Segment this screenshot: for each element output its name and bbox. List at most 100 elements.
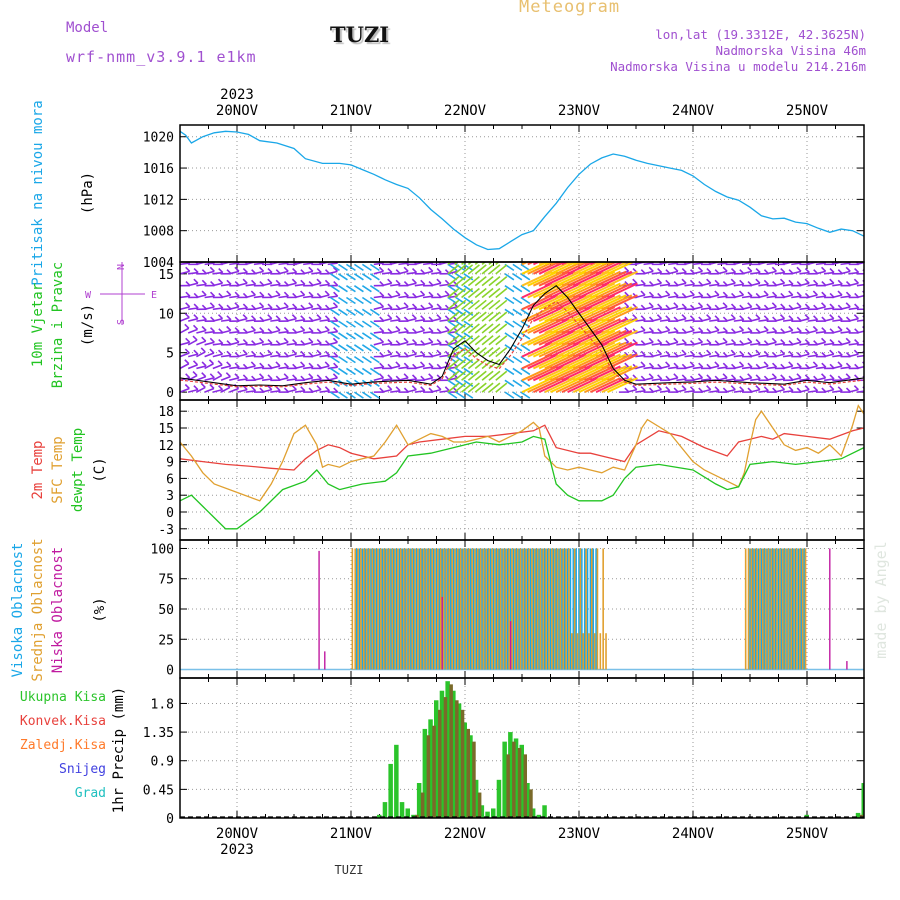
top-day-label: 21NOV [330, 103, 373, 119]
wind-arrow [635, 283, 646, 287]
precip-bar-total [462, 722, 467, 818]
wind-arrow-head [300, 350, 306, 356]
wind-arrow [495, 276, 508, 287]
wind-arrow-head [226, 315, 232, 321]
wind-arrow [245, 319, 256, 322]
wind-arrow [807, 319, 818, 322]
wind-arrow [495, 358, 508, 370]
wind-arrow [261, 388, 272, 393]
wind-arrow [725, 317, 736, 322]
wind-arrow [520, 263, 531, 272]
wind-arrow-head [813, 279, 819, 285]
wind-arrow [595, 341, 627, 358]
wind-arrow-head [395, 361, 401, 367]
wind-arrow [527, 318, 559, 334]
wind-arrow [684, 294, 695, 299]
wind-arrow [253, 306, 264, 311]
wind-arrow [381, 353, 392, 358]
wind-arrow [700, 353, 711, 358]
wind-arrow [684, 319, 695, 322]
wind-arrow-head [242, 314, 248, 320]
wind-arrow [406, 342, 417, 346]
wind-arrow-head [665, 386, 671, 392]
wind-arrow-head [747, 362, 753, 368]
wind-arrow [229, 330, 240, 334]
wind-arrow [567, 329, 599, 346]
wind-arrow [237, 388, 248, 393]
wind-arrow-head [739, 350, 745, 356]
wind-arrow-head [813, 315, 819, 321]
wind-arrow-head [308, 266, 314, 272]
wind-arrow [245, 294, 256, 299]
wind-arrow [228, 387, 239, 393]
wind-arrow [467, 370, 480, 381]
wind-arrow [196, 386, 206, 393]
wind-arrow [532, 294, 564, 311]
wind-arrow [422, 295, 434, 299]
wind-arrow [373, 330, 384, 334]
wind-arrow-head [283, 266, 289, 272]
cloud-tick-label: 50 [158, 603, 174, 618]
wind-arrow [481, 264, 494, 275]
wind-arrow [717, 306, 728, 311]
precip-legend-4: Grad [75, 786, 106, 801]
wind-arrow-head [316, 338, 322, 345]
wind-arrow-head [656, 278, 662, 284]
wind-arrow [782, 390, 794, 393]
wind-arrow [544, 318, 576, 334]
wind-arrow [381, 282, 392, 287]
wind-arrow-head [411, 303, 418, 309]
wind-arrow [601, 377, 633, 394]
wind-arrow [286, 317, 297, 322]
wind-arrow [840, 330, 851, 334]
wind-arrow [406, 388, 417, 393]
wind-arrow-head [681, 314, 687, 320]
wind-arrow-head [411, 349, 417, 355]
wind-arrow-head [854, 338, 860, 345]
wind-arrow [520, 391, 531, 399]
wind-arrow-head [395, 279, 401, 285]
wind-arrow [589, 294, 621, 311]
wind-arrow [196, 375, 207, 382]
precip-bar-total [473, 779, 479, 818]
wind-arrow [245, 390, 256, 393]
wind-arrow [856, 390, 864, 393]
wind-arrow [454, 347, 467, 358]
wind-arrow [815, 270, 826, 275]
wind-arrow-head [453, 316, 459, 322]
bottom-year-label: 2023 [220, 842, 254, 858]
wind-arrow [601, 329, 633, 346]
wind-arrow [799, 317, 810, 322]
cloud-ylabel-high: Visoka Oblacnost [10, 543, 26, 678]
wind-arrow-head [436, 278, 442, 284]
wind-arrow-head [226, 290, 232, 296]
wind-arrow [692, 295, 703, 299]
wind-arrow-head [730, 338, 737, 345]
wind-arrow [750, 282, 761, 287]
wind-arrow [474, 299, 487, 310]
wind-arrow-head [714, 315, 720, 321]
temp-tick-label: 18 [158, 405, 174, 420]
wind-arrow [204, 387, 215, 393]
wind-arrow [481, 358, 494, 370]
wind-arrow [550, 329, 581, 346]
bottom-day-label: 23NOV [558, 826, 601, 842]
wind-arrow [520, 273, 531, 281]
wind-arrow-head [681, 338, 687, 345]
wind-arrow-head [308, 337, 314, 343]
wind-arrow-head [689, 325, 695, 332]
wind-arrow [643, 330, 654, 334]
wind-arrow-head [217, 278, 224, 284]
wind-arrow-head [739, 315, 745, 321]
wind-arrow [544, 329, 576, 346]
wind-arrow [595, 270, 627, 287]
wind-arrow [572, 306, 604, 323]
wind-arrow-head [251, 350, 257, 356]
wind-arrow-head [258, 266, 265, 272]
wind-arrow-head [747, 291, 753, 297]
wind-arrow-head [234, 266, 240, 272]
wind-arrow-head [267, 385, 273, 391]
wind-arrow-head [378, 302, 385, 308]
panel-frame [179, 399, 865, 541]
wind-arrow [667, 377, 679, 382]
